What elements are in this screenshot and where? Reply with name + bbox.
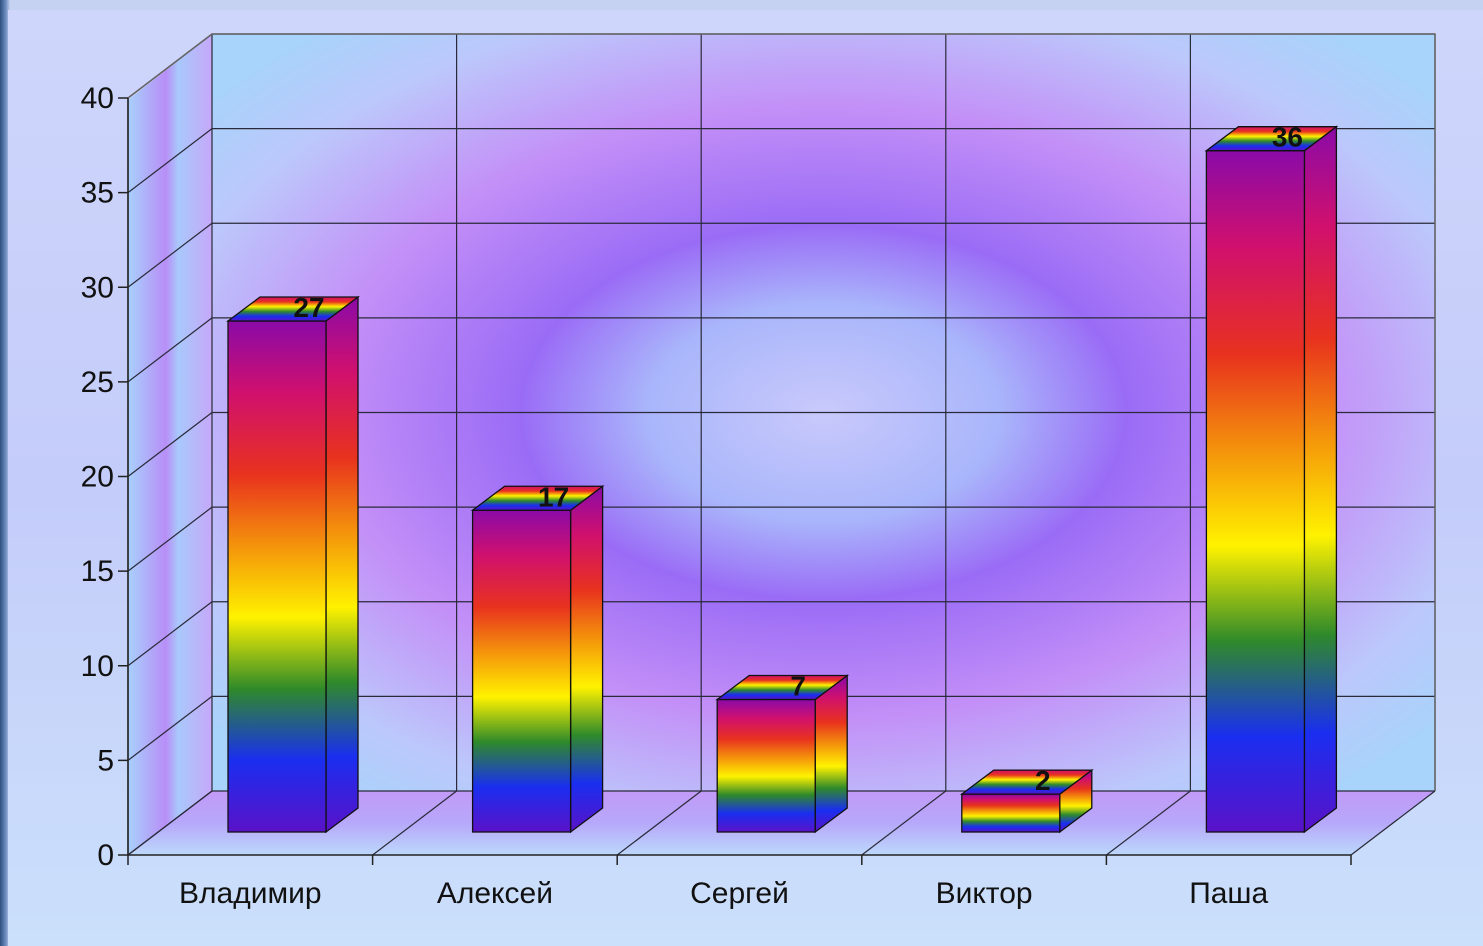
x-category-label: Виктор — [936, 877, 1033, 910]
y-tick-label: 20 — [81, 461, 114, 494]
bar-front — [473, 510, 571, 832]
y-tick-label: 35 — [81, 177, 114, 210]
y-tick-label: 25 — [81, 366, 114, 399]
data-label: 7 — [790, 671, 806, 702]
y-tick-label: 5 — [97, 744, 114, 777]
y-tick-label: 30 — [81, 271, 114, 304]
y-tick-label: 40 — [81, 82, 114, 115]
bar-side — [326, 297, 358, 832]
y-tick-label: 10 — [81, 650, 114, 683]
x-category-label: Владимир — [179, 877, 322, 910]
data-label: 17 — [538, 481, 569, 512]
x-category-label: Алексей — [437, 877, 553, 910]
bar-front — [962, 794, 1060, 832]
bar — [1206, 127, 1336, 832]
bar — [473, 486, 603, 832]
bar — [717, 676, 847, 832]
x-category-label: Сергей — [690, 877, 789, 910]
data-label: 36 — [1272, 122, 1303, 153]
bar-side — [815, 676, 847, 832]
bar-front — [1206, 151, 1304, 832]
bar-side — [1304, 127, 1336, 832]
y-tick-label: 15 — [81, 555, 114, 588]
data-label: 27 — [293, 292, 324, 323]
data-label: 2 — [1035, 765, 1051, 796]
bar — [228, 297, 358, 832]
x-category-label: Паша — [1189, 877, 1268, 910]
bar — [962, 770, 1092, 832]
bar-front — [717, 700, 815, 832]
bar-front — [228, 321, 326, 832]
bar-side — [571, 486, 603, 832]
y-tick-label: 0 — [97, 839, 114, 872]
